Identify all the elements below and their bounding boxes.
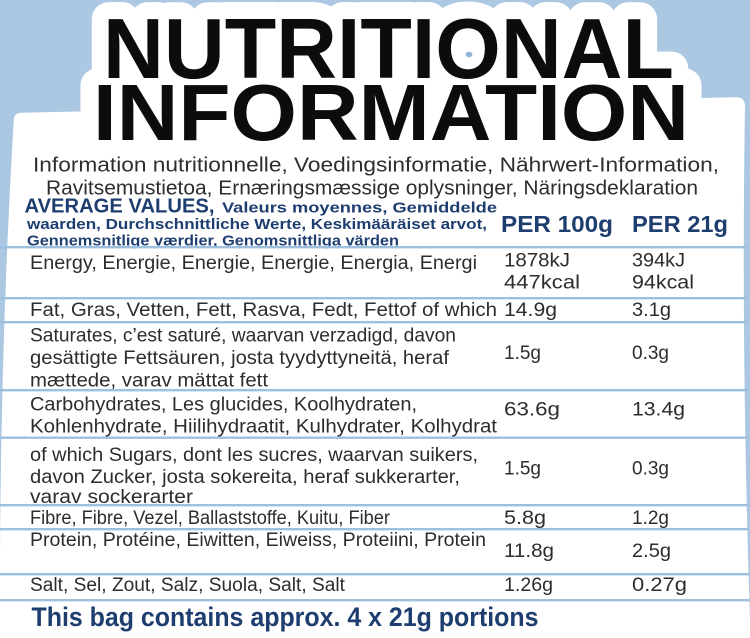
svg-text:447kcal: 447kcal xyxy=(504,273,580,294)
svg-text:Valeurs moyennes, Gemiddelde: Valeurs moyennes, Gemiddelde xyxy=(222,200,497,217)
svg-text:Information nutritionnelle, Vo: Information nutritionnelle, Voedingsinfo… xyxy=(33,155,719,177)
svg-text:INFORMATION: INFORMATION xyxy=(93,68,689,157)
svg-text:INFORMATION: INFORMATION xyxy=(93,68,689,157)
svg-text:94kcal: 94kcal xyxy=(632,273,694,294)
svg-text:mættede, varav mättat fett: mættede, varav mättat fett xyxy=(30,371,269,392)
svg-text:Salt, Sel, Zout, Salz, Suola,: Salt, Sel, Zout, Salz, Suola, Salt, Salt xyxy=(30,575,346,596)
svg-text:394kJ: 394kJ xyxy=(632,251,685,272)
svg-text:1.26g: 1.26g xyxy=(504,575,553,596)
svg-text:Protein, Protéine, Eiwitten, E: Protein, Protéine, Eiwitten, Eiweiss, Pr… xyxy=(30,530,486,551)
svg-text:1878kJ: 1878kJ xyxy=(504,251,570,272)
svg-text:0.3g: 0.3g xyxy=(632,459,669,480)
svg-text:Ravitsemustietoa, Ernæringsmæs: Ravitsemustietoa, Ernæringsmæssige oplys… xyxy=(46,178,698,200)
svg-text:0.27g: 0.27g xyxy=(632,575,687,596)
svg-text:1.5g: 1.5g xyxy=(504,459,541,480)
svg-text:Carbohydrates, Les glucides, K: Carbohydrates, Les glucides, Koolhydrate… xyxy=(30,395,417,416)
svg-text:Fat, Gras, Vetten, Fett, Rasva: Fat, Gras, Vetten, Fett, Rasva, Fedt, Fe… xyxy=(30,300,497,321)
svg-text:PER 100g: PER 100g xyxy=(501,211,613,237)
svg-text:5.8g: 5.8g xyxy=(504,508,546,529)
svg-text:of which Sugars, dont les sucr: of which Sugars, dont les sucres, waarva… xyxy=(30,445,478,466)
svg-text:1.5g: 1.5g xyxy=(504,343,541,364)
svg-text:NUTRITIONAL: NUTRITIONAL xyxy=(103,2,674,97)
svg-text:13.4g: 13.4g xyxy=(632,400,685,421)
svg-text:11.8g: 11.8g xyxy=(504,541,554,562)
svg-text:Energy, Energie, Energie, Ener: Energy, Energie, Energie, Energie, Energ… xyxy=(30,253,477,274)
svg-text:This bag contains approx. 4 x: This bag contains approx. 4 x 21g portio… xyxy=(32,602,539,632)
svg-text:Saturates, c’est saturé, waarv: Saturates, c’est saturé, waarvan verzadi… xyxy=(30,326,456,347)
svg-text:0.3g: 0.3g xyxy=(632,343,669,364)
svg-text:63.6g: 63.6g xyxy=(504,400,560,421)
svg-text:gesättigte Fettsäuren, josta t: gesättigte Fettsäuren, josta tyydyttynei… xyxy=(30,348,450,369)
svg-text:Kohlenhydrate, Hiilihydraatit,: Kohlenhydrate, Hiilihydraatit, Kulhydrat… xyxy=(30,417,498,438)
svg-text:14.9g: 14.9g xyxy=(504,300,557,321)
svg-text:NUTRITIONAL: NUTRITIONAL xyxy=(103,2,674,97)
svg-text:Fibre, Fibre, Vezel, Ballastst: Fibre, Fibre, Vezel, Ballaststoffe, Kuit… xyxy=(30,508,391,529)
svg-text:Gennemsnitlige værdier, Genoms: Gennemsnitlige værdier, Genomsnittliga v… xyxy=(27,233,399,250)
svg-text:varav sockerarter: varav sockerarter xyxy=(30,487,194,508)
svg-text:AVERAGE VALUES,: AVERAGE VALUES, xyxy=(25,195,215,218)
svg-text:2.5g: 2.5g xyxy=(632,541,671,562)
svg-text:1.2g: 1.2g xyxy=(632,508,669,529)
svg-text:davon Zucker, josta sokereita,: davon Zucker, josta sokereita, heraf suk… xyxy=(30,467,460,488)
svg-text:waarden, Durchschnittliche Wer: waarden, Durchschnittliche Werte, Keskim… xyxy=(26,216,487,233)
svg-text:3.1g: 3.1g xyxy=(632,300,671,321)
svg-text:PER 21g: PER 21g xyxy=(632,211,728,237)
